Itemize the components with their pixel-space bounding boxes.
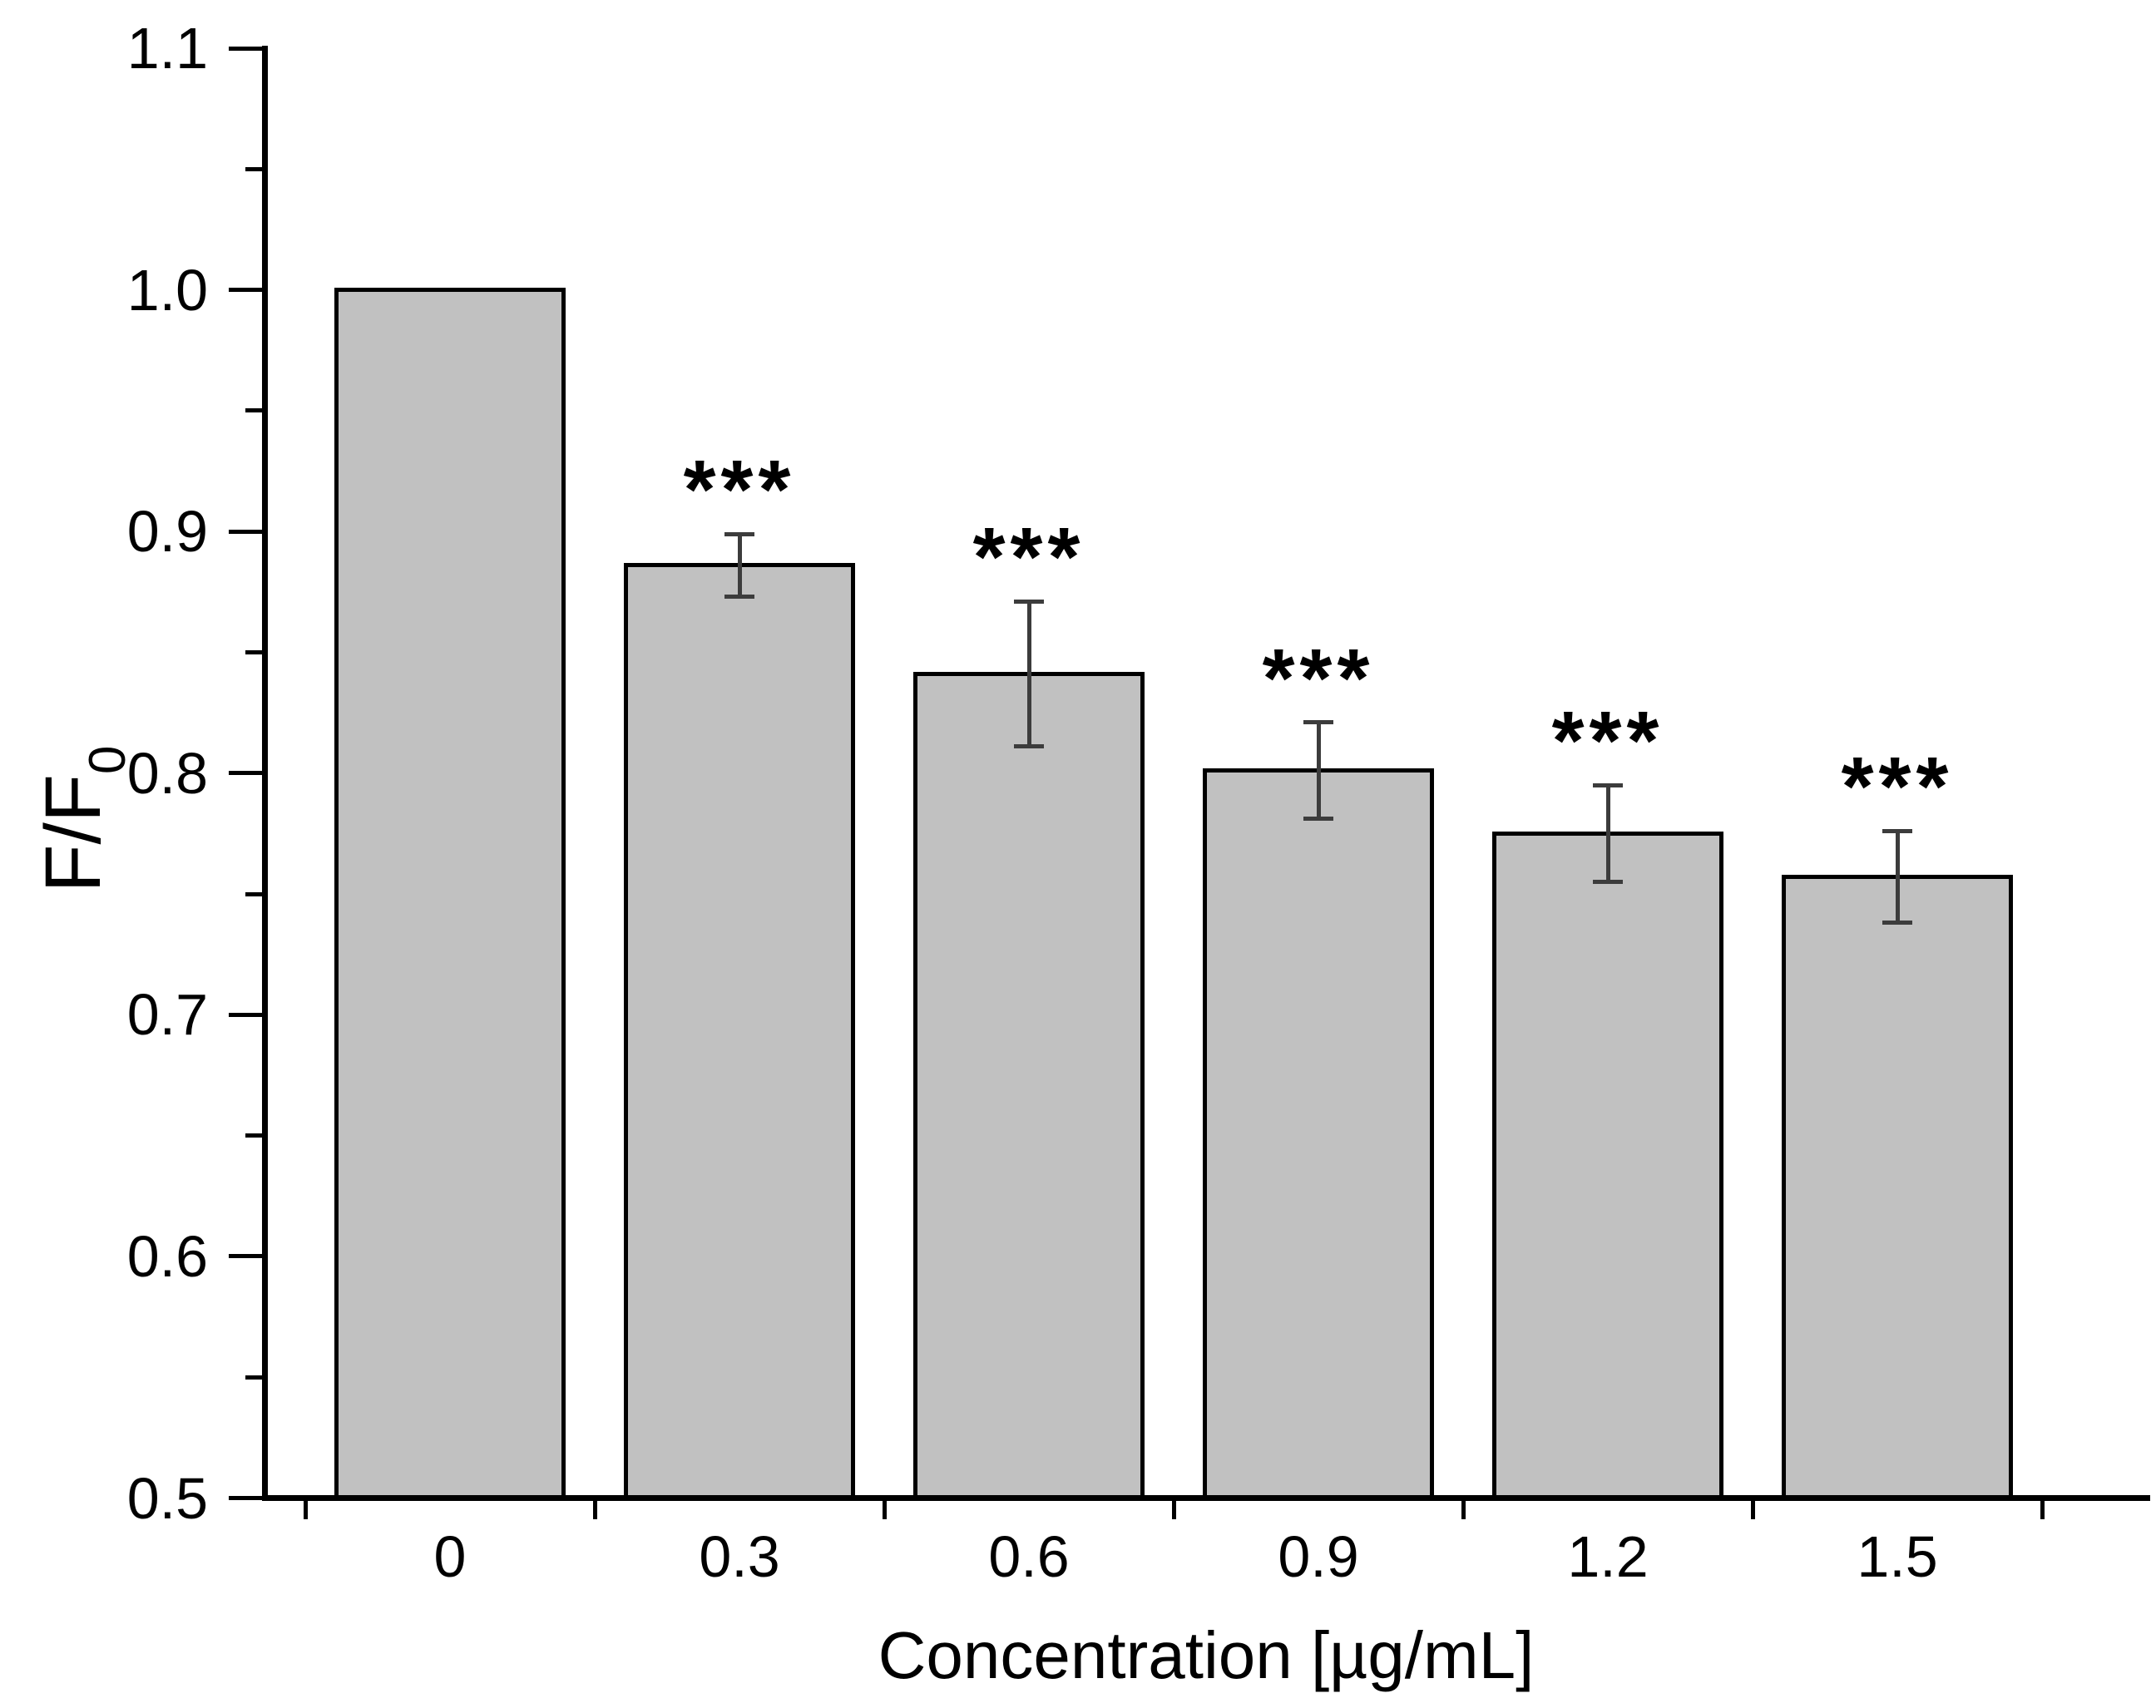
y-major-tick <box>229 1496 263 1500</box>
y-major-tick <box>229 1254 263 1259</box>
x-boundary-tick <box>303 1501 308 1519</box>
significance-marker: *** <box>1262 631 1375 725</box>
error-bar-cap-top <box>1593 782 1623 787</box>
y-tick-label: 1.1 <box>126 16 208 81</box>
x-axis-title-text: Concentration [µg/mL] <box>878 1618 1535 1692</box>
y-tick-label: 0.5 <box>126 1465 208 1531</box>
y-major-tick <box>229 46 263 51</box>
y-minor-tick <box>245 1133 263 1138</box>
y-axis-title-subscript: 0 <box>79 745 136 775</box>
error-bar-line <box>1316 722 1321 819</box>
bar <box>624 563 855 1501</box>
x-tick-label: 0.3 <box>699 1524 780 1589</box>
y-major-tick <box>229 529 263 534</box>
error-bar-line <box>1605 785 1610 882</box>
y-minor-tick <box>245 891 263 896</box>
x-boundary-tick <box>882 1501 887 1519</box>
x-tick-label: 1.2 <box>1567 1524 1649 1589</box>
y-minor-tick <box>245 166 263 171</box>
significance-marker: *** <box>683 443 796 537</box>
error-bar-cap-top <box>1882 828 1912 833</box>
x-boundary-tick <box>1461 1501 1466 1519</box>
significance-marker: *** <box>1551 694 1664 788</box>
error-bar-cap-bottom <box>724 595 754 600</box>
y-axis-title: F/F0 <box>0 653 173 985</box>
y-minor-tick <box>245 1375 263 1380</box>
x-boundary-tick <box>1750 1501 1755 1519</box>
y-major-tick <box>229 288 263 293</box>
significance-marker: *** <box>972 511 1085 605</box>
bar <box>334 288 566 1501</box>
bar <box>1492 831 1723 1501</box>
y-major-tick <box>229 1012 263 1017</box>
x-tick-label: 0.6 <box>988 1524 1070 1589</box>
x-axis-title: Concentration [µg/mL] <box>262 1610 2150 1701</box>
x-boundary-tick <box>1171 1501 1176 1519</box>
error-bar-line <box>1026 601 1031 747</box>
x-boundary-tick <box>2040 1501 2045 1519</box>
error-bar-cap-top <box>1014 599 1044 604</box>
x-tick-label: 0 <box>433 1524 467 1589</box>
bar <box>1782 875 2013 1501</box>
error-bar-cap-top <box>1303 720 1333 725</box>
bar <box>913 672 1145 1501</box>
error-bar-line <box>1895 831 1900 923</box>
bar <box>1203 768 1434 1501</box>
y-tick-label: 0.8 <box>126 740 208 806</box>
x-tick-label: 0.9 <box>1278 1524 1359 1589</box>
y-minor-tick <box>245 408 263 413</box>
x-axis <box>262 1495 2150 1501</box>
error-bar-cap-top <box>724 531 754 536</box>
y-tick-label: 0.6 <box>126 1223 208 1289</box>
y-tick-label: 0.9 <box>126 499 208 565</box>
y-axis-title-main: F/F <box>29 774 117 893</box>
error-bar-line <box>737 534 742 597</box>
y-minor-tick <box>245 649 263 654</box>
y-tick-label: 1.0 <box>126 257 208 323</box>
y-tick-label: 0.7 <box>126 982 208 1048</box>
error-bar-cap-bottom <box>1882 921 1912 926</box>
significance-marker: *** <box>1841 740 1954 834</box>
error-bar-cap-bottom <box>1014 744 1044 749</box>
x-boundary-tick <box>592 1501 597 1519</box>
x-tick-label: 1.5 <box>1857 1524 1938 1589</box>
y-axis <box>262 45 268 1501</box>
y-major-tick <box>229 771 263 776</box>
error-bar-cap-bottom <box>1593 880 1623 884</box>
error-bar-cap-bottom <box>1303 817 1333 822</box>
